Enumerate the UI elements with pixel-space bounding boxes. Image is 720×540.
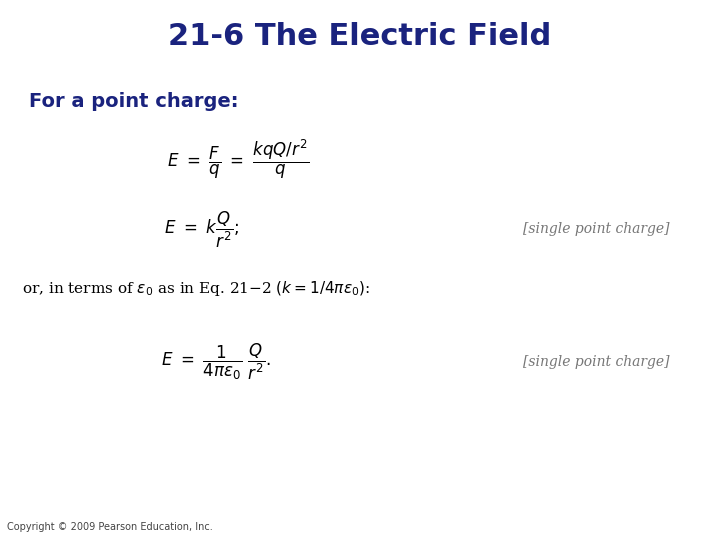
Text: $E \ = \ \dfrac{1}{4\pi\epsilon_0} \ \dfrac{Q}{r^2}.$: $E \ = \ \dfrac{1}{4\pi\epsilon_0} \ \df… <box>161 342 271 382</box>
Text: 21-6 The Electric Field: 21-6 The Electric Field <box>168 22 552 51</box>
Text: [single point charge]: [single point charge] <box>523 222 670 237</box>
Text: $E \ = \ \dfrac{F}{q} \ = \ \dfrac{kqQ/r^2}{q}$: $E \ = \ \dfrac{F}{q} \ = \ \dfrac{kqQ/r… <box>166 138 309 181</box>
Text: [single point charge]: [single point charge] <box>523 355 670 369</box>
Text: Copyright © 2009 Pearson Education, Inc.: Copyright © 2009 Pearson Education, Inc. <box>7 522 213 532</box>
Text: or, in terms of $\epsilon_0$ as in Eq. 21$-$2 $(k = 1/4\pi\epsilon_0)$:: or, in terms of $\epsilon_0$ as in Eq. 2… <box>22 279 370 299</box>
Text: For a point charge:: For a point charge: <box>29 92 238 111</box>
Text: $E \ = \ k\dfrac{Q}{r^2};$: $E \ = \ k\dfrac{Q}{r^2};$ <box>164 210 239 249</box>
